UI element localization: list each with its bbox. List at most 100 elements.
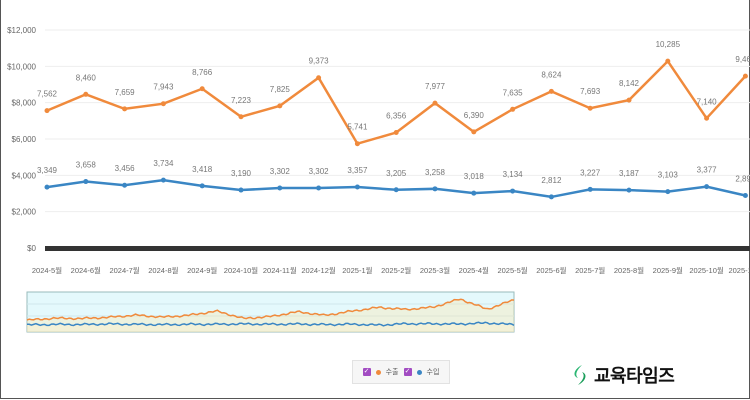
data-label: 7,977 bbox=[425, 82, 446, 91]
x-tick-label: 2024-8월 bbox=[148, 265, 178, 275]
data-label: 9,460 bbox=[735, 55, 750, 64]
data-point bbox=[704, 115, 710, 121]
y-tick-label: $6,000 bbox=[12, 135, 37, 144]
data-point bbox=[160, 101, 166, 107]
data-label: 3,258 bbox=[425, 168, 446, 177]
y-tick-label: $0 bbox=[27, 244, 36, 253]
data-label: 7,223 bbox=[231, 96, 252, 105]
x-tick-label: 2025-11월 bbox=[728, 265, 750, 275]
y-tick-label: $10,000 bbox=[7, 62, 36, 71]
data-point bbox=[432, 186, 438, 192]
x-tick-label: 2025-7월 bbox=[575, 265, 605, 275]
data-point bbox=[316, 185, 322, 191]
data-point bbox=[665, 58, 671, 64]
data-point bbox=[238, 114, 244, 120]
data-point bbox=[471, 129, 477, 135]
x-tick-label: 2024-7월 bbox=[109, 265, 139, 275]
data-label: 7,943 bbox=[153, 83, 174, 92]
data-label: 8,460 bbox=[76, 73, 97, 82]
data-label: 7,825 bbox=[270, 85, 291, 94]
x-tick-label: 2025-5월 bbox=[497, 265, 527, 275]
data-point bbox=[316, 75, 322, 81]
logo-text: 교육타임즈 bbox=[594, 366, 675, 386]
data-label: 7,659 bbox=[115, 88, 136, 97]
data-point bbox=[199, 183, 205, 189]
data-label: 3,377 bbox=[697, 166, 718, 175]
data-point bbox=[354, 184, 360, 190]
import-checkbox[interactable]: ✓ bbox=[403, 368, 412, 376]
data-label: 9,373 bbox=[309, 57, 330, 66]
data-point bbox=[587, 186, 593, 192]
data-label: 7,693 bbox=[580, 87, 601, 96]
data-label: 3,734 bbox=[153, 159, 174, 168]
data-label: 7,635 bbox=[503, 88, 524, 97]
data-point bbox=[122, 182, 128, 188]
data-label: 3,456 bbox=[115, 164, 136, 173]
legend-import-label[interactable]: 수입 bbox=[426, 369, 440, 376]
data-point bbox=[354, 141, 360, 147]
data-label: 8,624 bbox=[541, 70, 562, 79]
data-label: 3,658 bbox=[76, 161, 97, 170]
data-label: 3,302 bbox=[270, 167, 291, 176]
data-label: 3,018 bbox=[464, 172, 485, 181]
data-label: 3,227 bbox=[580, 168, 601, 177]
data-label: 3,134 bbox=[503, 170, 524, 179]
x-tick-label: 2024-12월 bbox=[301, 265, 336, 275]
x-tick-label: 2024-5월 bbox=[32, 265, 62, 275]
x-tick-label: 2025-6월 bbox=[536, 265, 566, 275]
data-point bbox=[626, 187, 632, 193]
x-tick-label: 2024-9월 bbox=[187, 265, 217, 275]
data-label: 3,302 bbox=[309, 167, 330, 176]
x-tick-label: 2025-1월 bbox=[342, 265, 372, 275]
data-point bbox=[626, 97, 632, 103]
x-tick-label: 2025-9월 bbox=[653, 265, 683, 275]
data-point bbox=[548, 88, 554, 94]
legend: ✓ 수출 ✓ 수입 bbox=[352, 360, 450, 384]
data-point bbox=[277, 185, 283, 191]
data-label: 2,812 bbox=[541, 176, 562, 185]
data-label: 6,356 bbox=[386, 112, 407, 121]
data-point bbox=[471, 190, 477, 196]
data-point bbox=[432, 100, 438, 106]
data-label: 3,205 bbox=[386, 169, 407, 178]
leaf-logo-icon bbox=[574, 365, 586, 385]
data-point bbox=[83, 91, 89, 97]
x-tick-label: 2024-6월 bbox=[71, 265, 101, 275]
data-label: 5,741 bbox=[347, 123, 368, 132]
data-point bbox=[83, 179, 89, 185]
x-tick-label: 2025-10월 bbox=[689, 265, 724, 275]
x-axis-bar bbox=[45, 246, 750, 251]
data-label: 3,357 bbox=[347, 166, 368, 175]
data-point bbox=[510, 106, 516, 112]
data-label: 8,766 bbox=[192, 68, 213, 77]
export-dot-icon bbox=[375, 369, 381, 375]
data-point bbox=[510, 188, 516, 194]
navigator bbox=[26, 291, 515, 333]
legend-export-label[interactable]: 수출 bbox=[385, 369, 399, 376]
x-tick-label: 2025-2월 bbox=[381, 265, 411, 275]
data-label: 7,140 bbox=[697, 97, 718, 106]
data-label: 2,890 bbox=[735, 174, 750, 183]
navigator-line-수출 bbox=[26, 298, 515, 321]
data-point bbox=[704, 184, 710, 190]
data-label: 10,285 bbox=[656, 40, 681, 49]
data-label: 3,190 bbox=[231, 169, 252, 178]
y-tick-label: $12,000 bbox=[7, 26, 36, 35]
data-label: 3,349 bbox=[37, 166, 58, 175]
export-checkbox[interactable]: ✓ bbox=[362, 368, 371, 376]
data-point bbox=[393, 130, 399, 136]
data-point bbox=[160, 177, 166, 183]
data-label: 3,187 bbox=[619, 169, 640, 178]
data-label: 8,142 bbox=[619, 79, 640, 88]
navigator-area bbox=[27, 299, 514, 332]
y-tick-label: $8,000 bbox=[12, 99, 37, 108]
data-point bbox=[238, 187, 244, 193]
x-tick-label: 2025-3월 bbox=[420, 265, 450, 275]
data-point bbox=[742, 73, 748, 79]
navigator-line-수입 bbox=[27, 321, 515, 327]
data-point bbox=[548, 194, 554, 200]
data-point bbox=[122, 106, 128, 112]
x-tick-label: 2025-8월 bbox=[614, 265, 644, 275]
x-tick-label: 2024-10월 bbox=[224, 265, 259, 275]
data-point bbox=[665, 189, 671, 195]
